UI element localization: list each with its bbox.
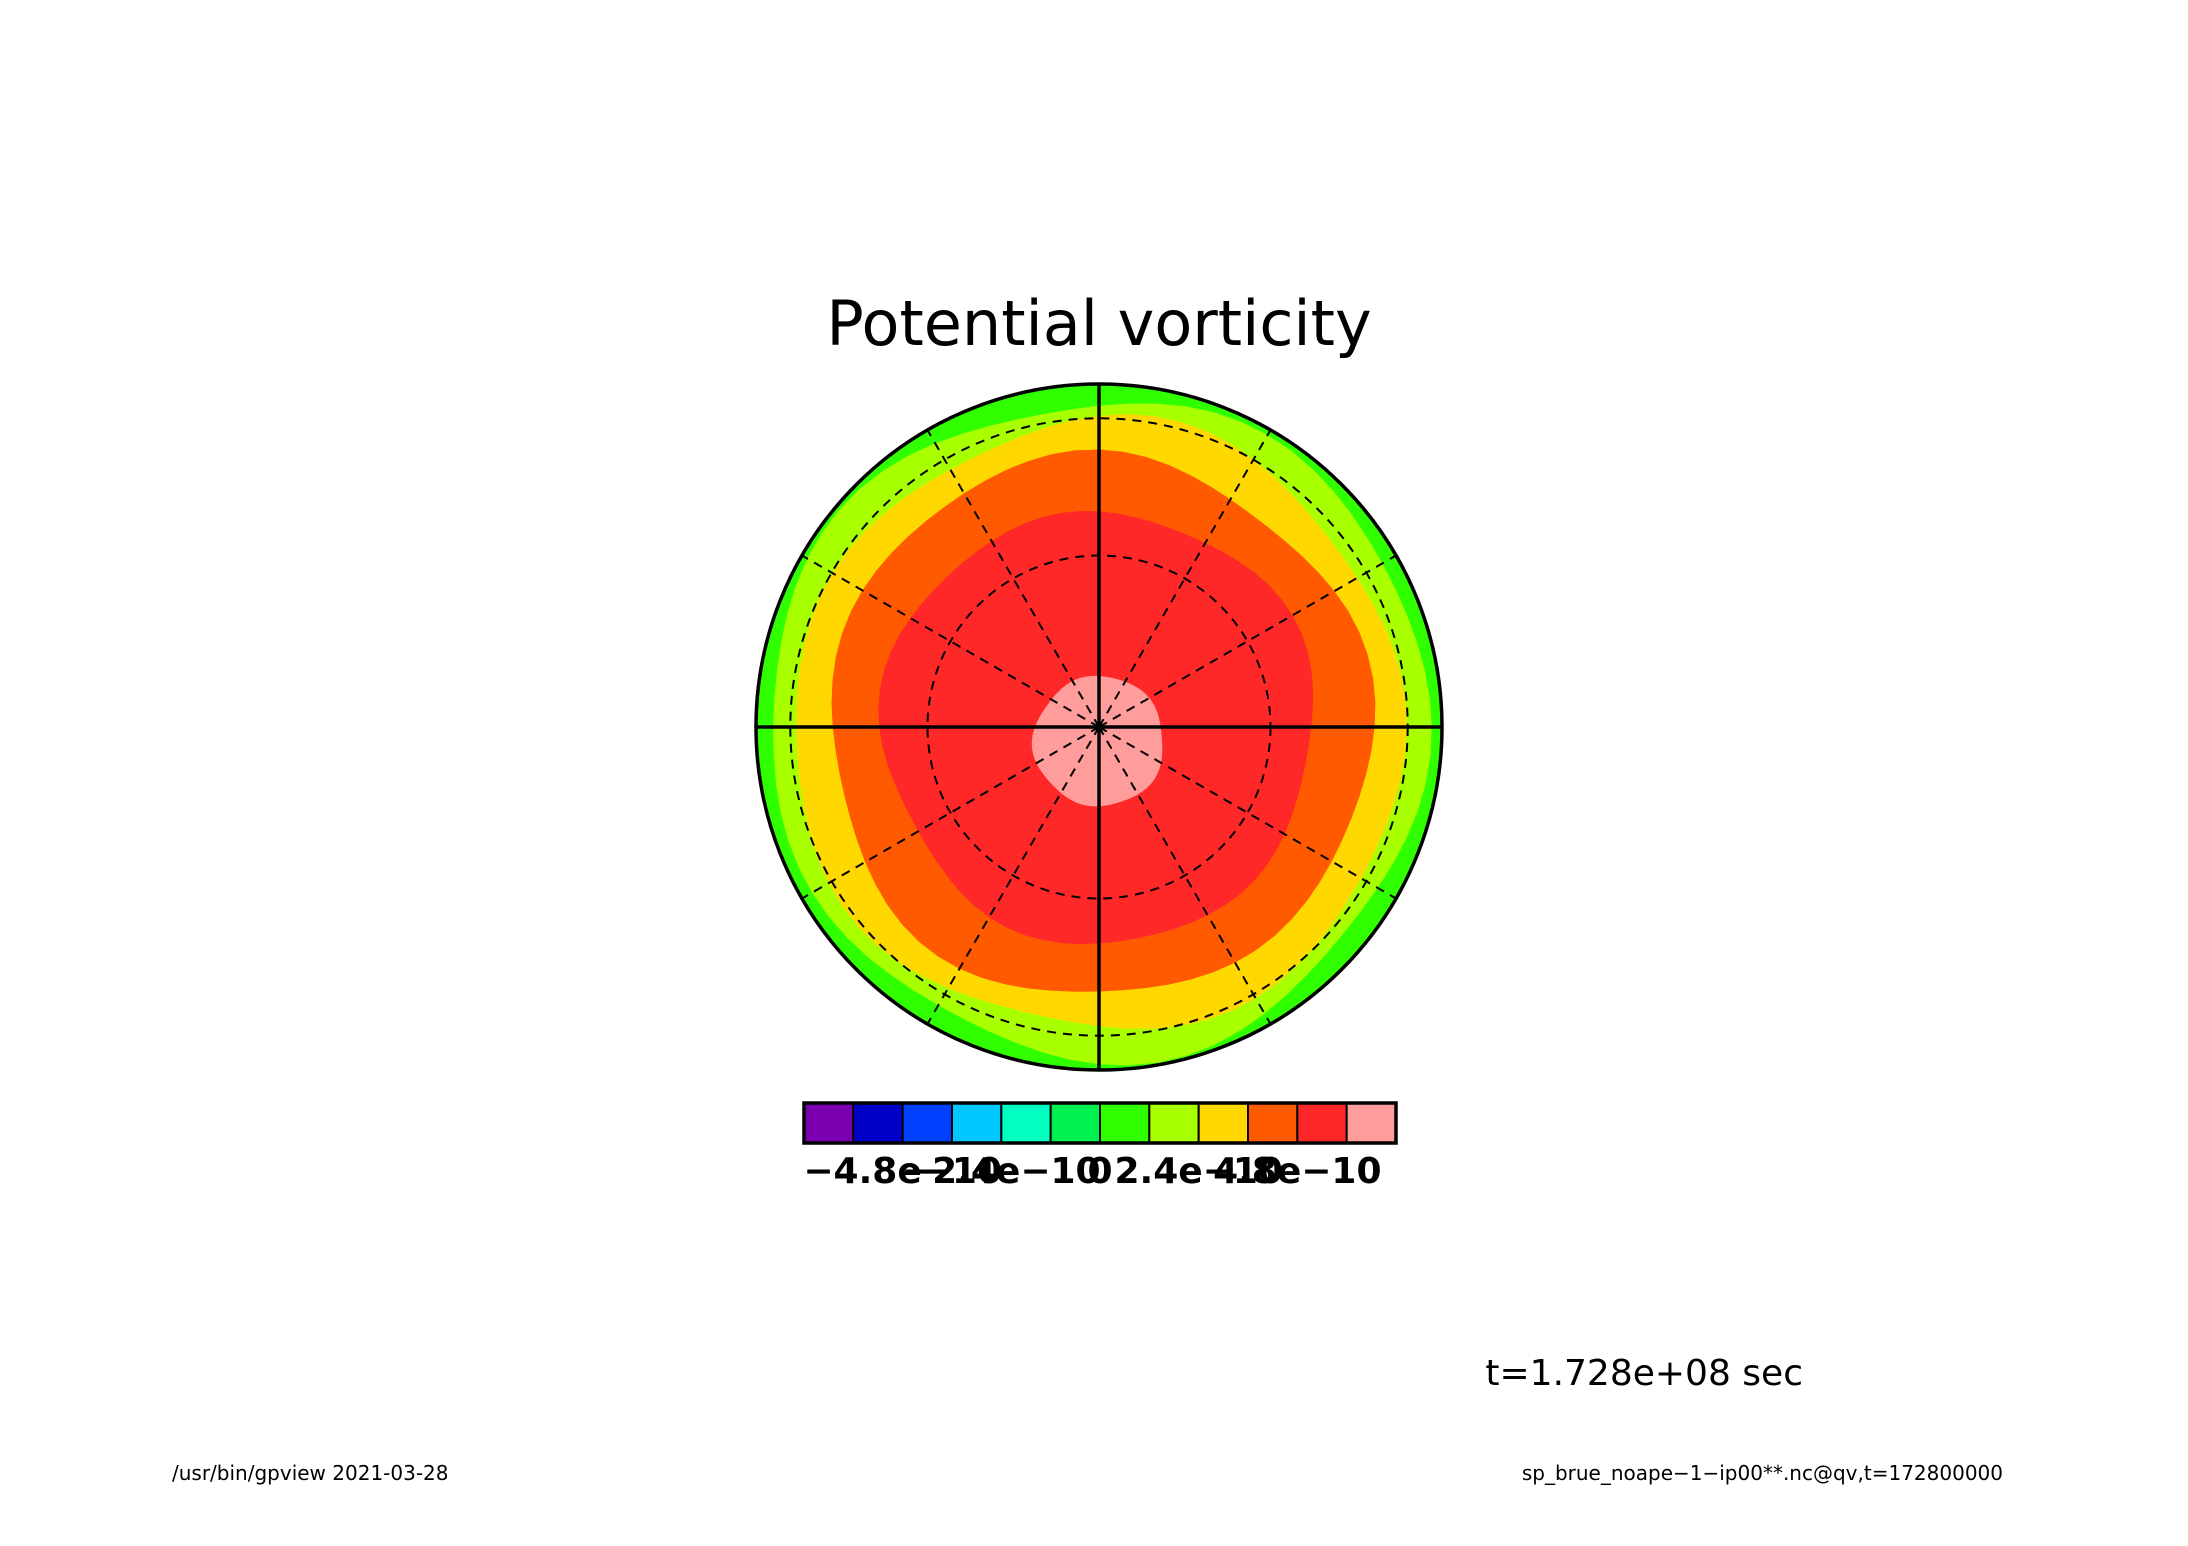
colorbar-swatch-7 — [1148, 1102, 1200, 1144]
colorbar-tick-label-0: −4.8e−10 — [803, 1151, 1002, 1192]
colorbar-swatch-10 — [1296, 1102, 1348, 1144]
colorbar-tick-label-1: −2.4e−10 — [902, 1151, 1101, 1192]
map-boundary — [754, 382, 1444, 1072]
colorbar-tick-labels: −4.8e−10−2.4e−100 2.4e−104.8e−10 — [803, 1151, 1381, 1192]
colorbar-swatch-4 — [1000, 1102, 1052, 1144]
colorbar-swatch-2 — [901, 1102, 953, 1144]
colorbar-frame — [802, 1101, 1398, 1145]
colorbar-tick-label-3: 2.4e−10 — [1114, 1151, 1282, 1192]
map-grid — [756, 384, 1442, 1070]
time-annotation: t=1.728e+08 sec — [1485, 1353, 1803, 1394]
colorbar-swatch-11 — [1345, 1102, 1398, 1144]
colorbar — [802, 1101, 1398, 1145]
colorbar-tick-label-2: 0 — [1087, 1151, 1112, 1192]
colorbar-tick-label-4: 4.8e−10 — [1213, 1151, 1381, 1192]
footer-left: /usr/bin/gpview 2021-03-28 — [172, 1461, 449, 1485]
pole-marker — [1095, 723, 1103, 731]
colorbar-swatch-1 — [852, 1102, 904, 1144]
colorbar-swatch-6 — [1099, 1102, 1151, 1144]
colorbar-swatch-9 — [1247, 1102, 1299, 1144]
footer-right: sp_brue_noape−1−ip00**.nc@qv,t=172800000 — [1522, 1461, 2003, 1485]
chart-title: Potential vorticity — [826, 287, 1371, 360]
colorbar-swatch-0 — [803, 1102, 855, 1144]
colorbar-swatch-5 — [1049, 1102, 1102, 1144]
colorbar-swatch-3 — [951, 1102, 1003, 1144]
colorbar-swatch-8 — [1197, 1102, 1250, 1144]
